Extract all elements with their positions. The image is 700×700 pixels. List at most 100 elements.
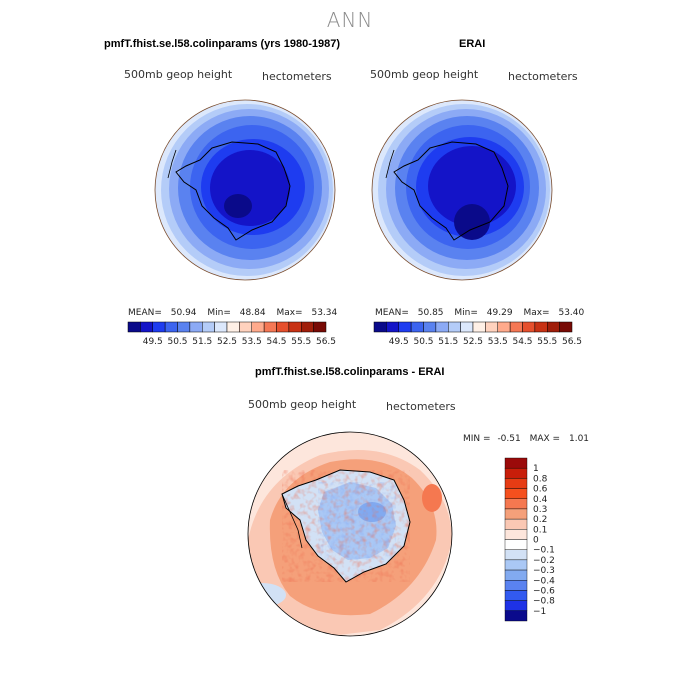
colorbar-tick-label: 54.5 [512, 337, 532, 347]
panel-model-variable: 500mb geop height [124, 68, 233, 81]
panel-obs-units: hectometers [508, 70, 578, 83]
min-value: -0.51 [497, 434, 521, 444]
colorbar-swatch [435, 321, 449, 333]
colorbar-tick-label: 56.5 [562, 337, 582, 347]
colorbar-swatch [534, 321, 548, 333]
colorbar-tick-label: −0.6 [533, 586, 555, 596]
min-label: Min= [207, 308, 231, 318]
colorbar-swatch [239, 321, 252, 333]
mean-value: 50.94 [170, 308, 197, 318]
colorbar-swatch [127, 321, 141, 333]
max-label: Max= [276, 308, 303, 318]
min-label: Min= [454, 308, 478, 318]
colorbar-swatch [276, 321, 290, 333]
colorbar-model: 49.5 50.5 51.5 52.5 53.5 54.5 55.5 56.5 [127, 321, 336, 347]
colorbar-swatch [288, 321, 302, 333]
colorbar-tick-label: 51.5 [192, 337, 212, 347]
colorbar-swatch [386, 321, 399, 333]
panel-model-units: hectometers [262, 70, 332, 83]
max-label: Max= [523, 308, 550, 318]
max-label: MAX = [529, 434, 561, 444]
colorbar-tick-label: 1 [533, 464, 539, 474]
colorbar-tick-label: 0.1 [533, 525, 547, 535]
mean-label: MEAN= [375, 308, 409, 318]
colorbar-tick-label: −0.4 [533, 576, 555, 586]
colorbar-swatch [504, 478, 528, 489]
colorbar-swatch [472, 321, 486, 333]
colorbar-swatch [504, 529, 528, 540]
colorbar-swatch [373, 321, 387, 333]
colorbar-swatch [177, 321, 191, 333]
colorbar-tick-label: 52.5 [463, 337, 483, 347]
colorbar-swatch [189, 321, 203, 333]
colorbar-swatch [164, 321, 178, 333]
colorbar-swatch [251, 321, 265, 333]
panel-diff-stats: MIN = -0.51 MAX = 1.01 [463, 434, 589, 444]
colorbar-swatch [559, 321, 573, 333]
colorbar-tick-label: −0.1 [533, 546, 555, 556]
colorbar-tick-label: 51.5 [438, 337, 458, 347]
colorbar-swatch [504, 549, 528, 561]
colorbar-tick-label: −1 [533, 607, 546, 617]
colorbar-tick-label: 0.6 [533, 485, 548, 495]
colorbar-tick-label: 0.3 [533, 505, 547, 515]
colorbar-swatch [410, 321, 424, 333]
colorbar-swatch [504, 467, 528, 479]
panel-obs-title: ERAI [459, 38, 486, 50]
mean-label: MEAN= [128, 308, 162, 318]
colorbar-swatch [214, 321, 228, 333]
colorbar-swatch [202, 321, 215, 333]
colorbar-swatch [504, 580, 528, 591]
colorbar-tick-label: 56.5 [316, 337, 336, 347]
colorbar-swatch [504, 488, 528, 499]
colorbar-swatch [301, 321, 314, 333]
colorbar-tick-label: 49.5 [143, 337, 163, 347]
colorbar-swatch [504, 518, 528, 530]
colorbar-swatch [313, 321, 327, 333]
colorbar-tick-label: 52.5 [217, 337, 237, 347]
colorbar-swatch [460, 321, 474, 333]
colorbar-swatch [485, 321, 498, 333]
colorbar-tick-label: 0 [533, 536, 539, 546]
panel-diff-units: hectometers [386, 400, 456, 413]
colorbar-tick-label: 0.2 [533, 515, 547, 525]
colorbar-tick-label: 54.5 [266, 337, 286, 347]
min-value: 48.84 [239, 308, 266, 318]
min-label: MIN = [463, 434, 491, 444]
colorbar-obs: 49.5 50.5 51.5 52.5 53.5 54.5 55.5 56.5 [373, 321, 582, 347]
max-value: 53.40 [558, 308, 585, 318]
colorbar-swatch [547, 321, 560, 333]
panel-obs-variable: 500mb geop height [370, 68, 479, 81]
colorbar-tick-label: 53.5 [242, 337, 262, 347]
colorbar-swatch [504, 600, 528, 612]
colorbar-swatch [504, 457, 528, 469]
colorbar-swatch [522, 321, 536, 333]
map-model [155, 100, 335, 280]
colorbar-tick-label: 55.5 [537, 337, 557, 347]
colorbar-swatch [504, 508, 528, 520]
colorbar-swatch [504, 559, 528, 571]
map-model-border [154, 99, 336, 281]
map-obs [372, 100, 552, 280]
map-diff [248, 432, 452, 636]
max-value: 1.01 [568, 434, 590, 444]
colorbar-swatch [504, 539, 528, 550]
colorbar-swatch [504, 569, 528, 581]
colorbar-tick-label: 50.5 [167, 337, 187, 347]
colorbar-swatch [504, 610, 528, 622]
colorbar-swatch [509, 321, 523, 333]
panel-diff-title: pmfT.fhist.se.l58.colinparams - ERAI [255, 366, 445, 378]
colorbar-tick-label: 53.5 [488, 337, 508, 347]
colorbar-swatch [497, 321, 511, 333]
page-title: ANN [326, 8, 374, 32]
colorbar-tick-label: −0.8 [533, 597, 555, 607]
mean-value: 50.85 [417, 308, 444, 318]
panel-obs-stats: MEAN= 50.85 Min= 49.29 Max= 53.40 [375, 308, 584, 318]
colorbar-swatch [504, 590, 528, 601]
map-obs-border [371, 99, 553, 281]
panel-model-title: pmfT.fhist.se.l58.colinparams (yrs 1980-… [104, 38, 340, 50]
colorbar-swatch [226, 321, 240, 333]
colorbar-swatch [152, 321, 166, 333]
colorbar-tick-label: 55.5 [291, 337, 311, 347]
